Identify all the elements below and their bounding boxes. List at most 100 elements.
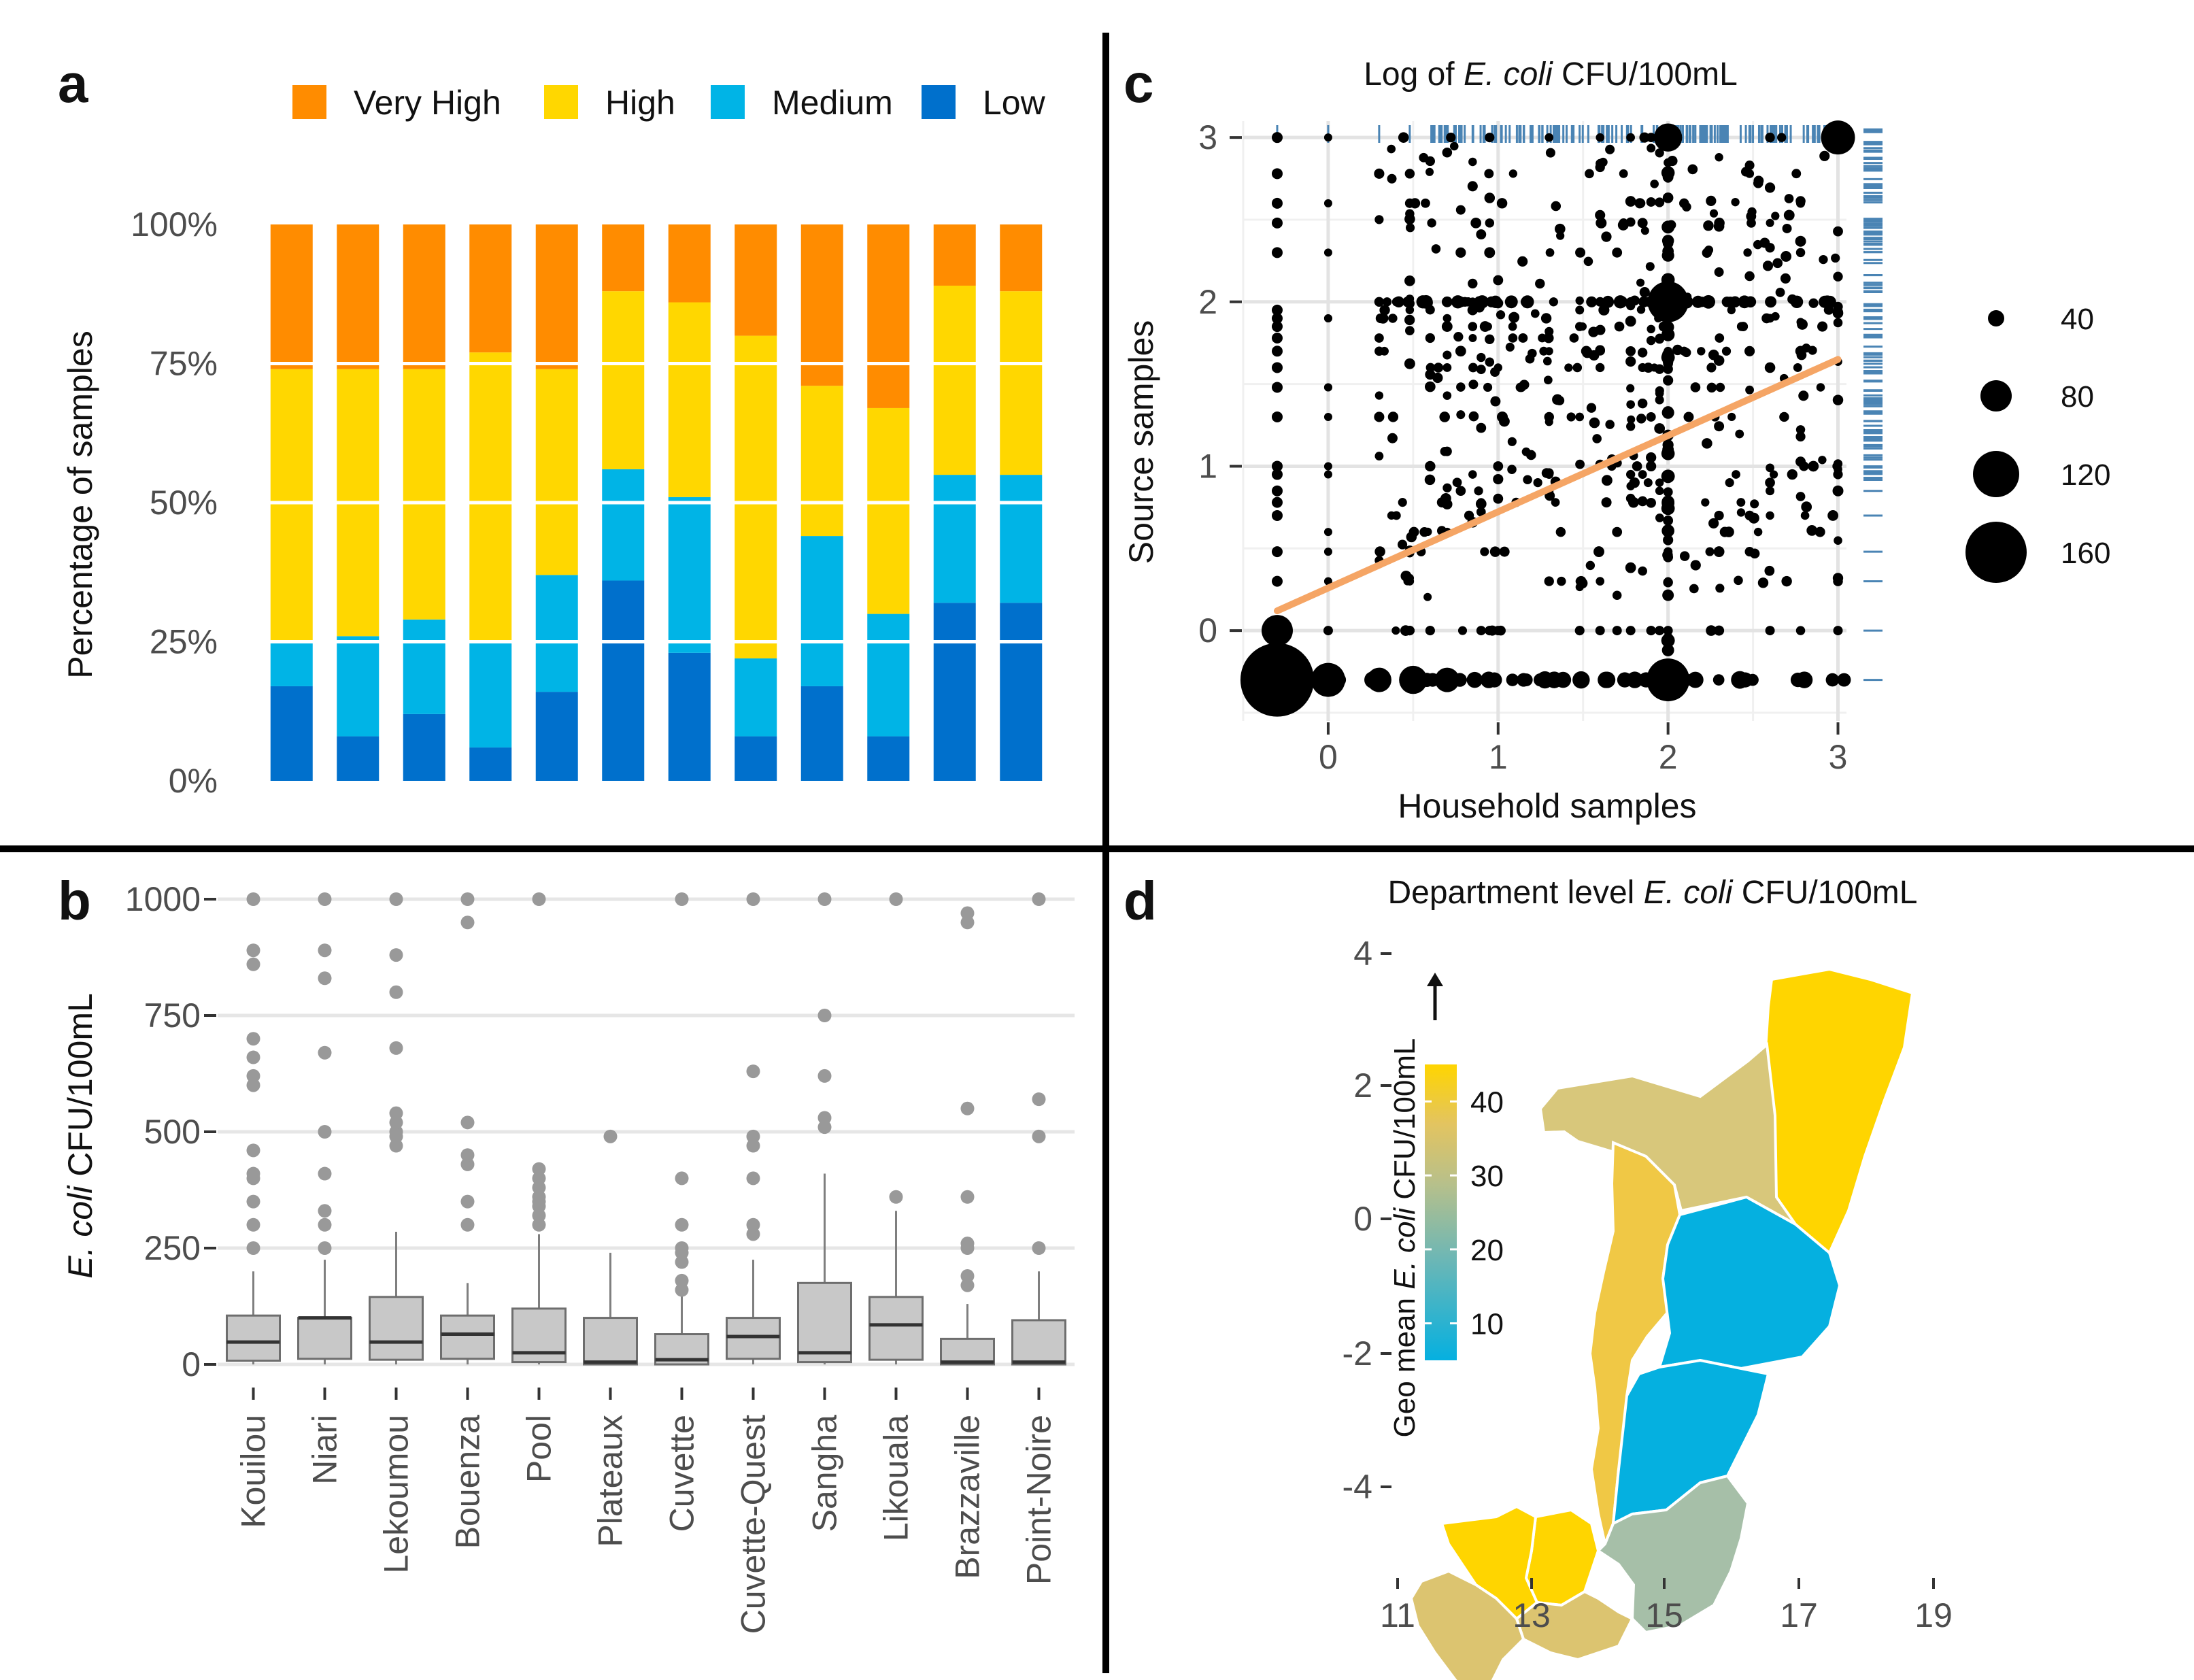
scatter-point — [1626, 671, 1643, 688]
scatter-point — [1508, 169, 1517, 178]
scatter-point — [1575, 305, 1584, 315]
scatter-point — [1833, 469, 1843, 480]
scatter-point — [1702, 438, 1712, 449]
scatter-point — [1551, 498, 1560, 507]
scatter-point — [1523, 475, 1532, 485]
scatter-point — [1455, 296, 1466, 307]
box — [1011, 1319, 1066, 1366]
scatter-point — [1793, 363, 1802, 372]
outlier-point — [246, 957, 260, 971]
scatter-point — [1791, 169, 1802, 179]
scatter-point — [1476, 626, 1486, 636]
scatter-point — [1468, 157, 1477, 167]
ytick-label: 50% — [150, 484, 218, 522]
scatter-point — [1485, 218, 1495, 228]
scatter-point — [1549, 297, 1558, 307]
ytick-label: 2 — [1353, 1066, 1372, 1105]
bar-segment-medium — [867, 614, 910, 737]
size-legend-circle — [1973, 451, 2019, 497]
scatter-point — [1545, 248, 1555, 257]
scatter-point — [1543, 333, 1554, 343]
xtick-label: Pool — [520, 1415, 558, 1483]
xtick-label: 1 — [1489, 738, 1508, 776]
scatter-point — [1520, 297, 1531, 307]
panel-c-xlabel: Household samples — [1398, 787, 1696, 825]
bar-segment-very-high — [1000, 224, 1043, 292]
scatter-point — [1795, 492, 1806, 501]
ytick-label: 3 — [1198, 118, 1217, 156]
outlier-point — [817, 1009, 832, 1022]
scatter-point — [1663, 626, 1673, 636]
scatter-point — [1746, 211, 1757, 222]
scatter-point — [1455, 346, 1466, 357]
scatter-point — [1713, 355, 1725, 366]
scatter-point — [1456, 410, 1466, 420]
scatter-point — [1639, 132, 1650, 143]
scatter-point — [1646, 335, 1656, 346]
outlier-point — [389, 892, 403, 906]
scatter-point — [1516, 382, 1526, 392]
scatter-point — [1452, 477, 1462, 488]
scatter-point — [1679, 346, 1689, 356]
bar-segment-high — [469, 352, 512, 642]
scatter-point — [1545, 470, 1554, 480]
scatter-point — [1715, 584, 1725, 593]
scatter-point — [1638, 470, 1647, 479]
scatter-point — [1682, 202, 1691, 212]
size-legend-circle — [1965, 522, 2027, 583]
scatter-point — [1575, 247, 1586, 258]
scatter-point — [1484, 169, 1494, 179]
bar-segment-low — [668, 652, 711, 781]
scatter-point — [1646, 460, 1657, 472]
scatter-point — [1612, 526, 1623, 537]
scatter-point — [1833, 307, 1843, 317]
scatter-point — [1819, 150, 1830, 161]
panel-b-boxes — [226, 892, 1066, 1366]
outlier-point — [746, 892, 760, 906]
bar-segment-low — [800, 686, 843, 781]
outlier-point — [246, 1032, 260, 1046]
panel-c-letter: c — [1124, 53, 1154, 114]
scatter-point — [1499, 546, 1510, 557]
outlier-point — [246, 892, 260, 906]
scatter-point — [1605, 420, 1615, 429]
scatter-point — [1744, 297, 1755, 307]
outlier-point — [817, 1111, 832, 1125]
scatter-point — [1425, 305, 1435, 315]
outlier-point — [675, 1171, 689, 1186]
colorbar-title: Geo mean E. coli CFU/100mL — [1388, 1039, 1421, 1438]
scatter-point — [1404, 358, 1415, 369]
scatter-point — [1387, 144, 1396, 154]
scatter-point — [1508, 312, 1520, 323]
scatter-point-large — [1653, 123, 1683, 152]
bar-segment-medium — [1000, 475, 1043, 603]
scatter-point — [1630, 295, 1640, 306]
scatter-point — [1612, 590, 1622, 600]
scatter-point — [1777, 133, 1787, 142]
scatter-point — [1374, 346, 1384, 356]
outlier-point — [460, 915, 475, 930]
outlier-point — [246, 1078, 260, 1092]
scatter-point — [1798, 390, 1809, 401]
scatter-point — [1466, 671, 1483, 688]
scatter-point — [1545, 133, 1554, 142]
scatter-point — [1832, 485, 1844, 497]
scatter-point — [1654, 364, 1665, 374]
region-lekoumou — [1524, 1508, 1600, 1607]
scatter-point — [1425, 156, 1436, 167]
scatter-point — [1476, 365, 1486, 375]
scatter-point — [1837, 673, 1851, 687]
scatter-point — [1271, 321, 1283, 333]
bar-segment-medium — [469, 641, 512, 747]
scatter-point — [1744, 271, 1755, 282]
scatter-point — [1687, 671, 1704, 688]
scatter-point — [1442, 350, 1452, 360]
outlier-point — [746, 1227, 760, 1241]
scatter-point — [1636, 305, 1646, 314]
bar-segment-high — [535, 369, 578, 575]
scatter-point — [1706, 625, 1717, 636]
scatter-point — [1400, 625, 1411, 636]
scatter-point — [1271, 346, 1283, 357]
scatter-point — [1506, 297, 1517, 307]
xtick-label: 2 — [1659, 738, 1678, 776]
